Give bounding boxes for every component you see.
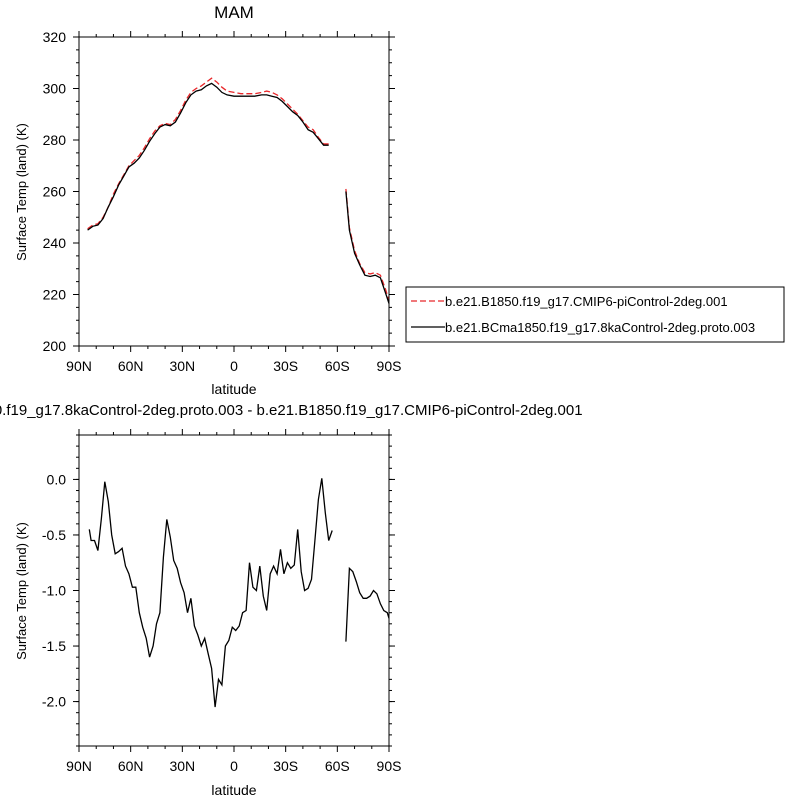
bottom-y-tick-label: -2.0 (42, 694, 66, 710)
top-y-tick-label: 240 (43, 235, 67, 251)
bottom-x-tick-label: 0 (230, 758, 238, 774)
bottom-plot-frame (78, 434, 390, 747)
top-y-tick-label: 280 (43, 132, 67, 148)
top-y-tick-label: 300 (43, 81, 67, 97)
top-panel: MAM Surface Temp (land) (K) latitude 90N… (14, 3, 401, 397)
top-plot-lines (87, 77, 390, 304)
bottom-y-tick-label: -1.0 (42, 583, 66, 599)
top-y-tick-label: 320 (43, 29, 67, 45)
legend: b.e21.B1850.f19_g17.CMIP6-piControl-2deg… (405, 286, 785, 343)
top-x-tick-label: 30N (169, 358, 195, 374)
legend-box (405, 286, 785, 343)
bottom-y-tick-label: 0.0 (47, 471, 67, 487)
top-x-tick-label: 0 (230, 358, 238, 374)
bottom-x-tick-label: 90S (377, 758, 402, 774)
top-x-tick-label: 90N (66, 358, 92, 374)
bottom-x-tick-label: 60S (325, 758, 350, 774)
bottom-y-tick-label: -0.5 (42, 527, 66, 543)
bottom-series-1-line (345, 566, 390, 642)
bottom-chart-title: b.e21.BCma1850.f19_g17.8kaControl-2deg.p… (0, 402, 583, 419)
top-x-tick-label: 60S (325, 358, 350, 374)
top-series-2-line (345, 191, 390, 304)
top-x-axis-label: latitude (211, 381, 256, 397)
bottom-panel: b.e21.BCma1850.f19_g17.8kaControl-2deg.p… (0, 402, 583, 798)
bottom-y-tick-label: -1.5 (42, 638, 66, 654)
top-y-tick-label: 260 (43, 184, 67, 200)
top-x-tick-label: 90S (377, 358, 402, 374)
top-x-tick-label: 60N (118, 358, 144, 374)
bottom-series-1-line (88, 478, 333, 708)
bottom-x-tick-label: 90N (66, 758, 92, 774)
bottom-axis-ticks: 90N 60N 30N 0 30S 60S 90S 0.0 -0.5 -1.0 -1.5 -2.0 (42, 429, 402, 774)
bottom-plot-lines (88, 478, 390, 708)
legend-label-series-1: b.e21.B1850.f19_g17.CMIP6-piControl-2deg… (445, 294, 728, 309)
top-y-tick-label: 220 (43, 287, 67, 303)
bottom-x-axis-label: latitude (211, 782, 256, 798)
top-series-2-line (87, 82, 329, 231)
top-plot-frame (78, 36, 390, 347)
legend-label-series-2: b.e21.BCma1850.f19_g17.8kaControl-2deg.p… (445, 320, 755, 335)
bottom-x-tick-label: 30S (273, 758, 298, 774)
top-x-tick-label: 30S (273, 358, 298, 374)
bottom-x-tick-label: 60N (118, 758, 144, 774)
top-y-tick-label: 200 (43, 338, 67, 354)
bottom-x-tick-label: 30N (169, 758, 195, 774)
top-chart-title: MAM (214, 3, 254, 22)
top-series-1-line (87, 77, 329, 230)
bottom-y-axis-label: Surface Temp (land) (K) (14, 522, 29, 660)
top-y-axis-label: Surface Temp (land) (K) (14, 123, 29, 261)
